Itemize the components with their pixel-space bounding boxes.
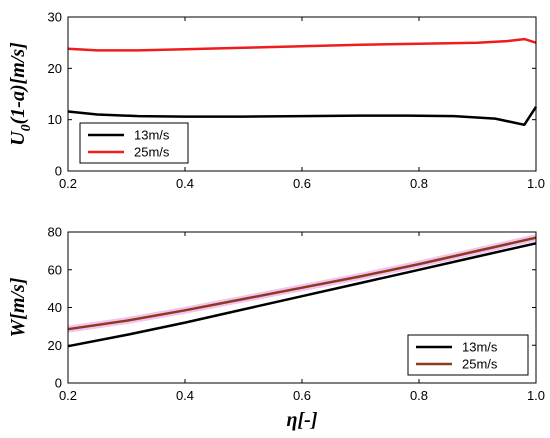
chart-panel-1: 0.2 0.4 0.6 0.8 1.0 0 10 20 30 U0(1-a)[m/s] 13m/s 2… [7,10,545,192]
series-line-25m/s [67,236,537,331]
y-tick-label: 0 [55,376,62,391]
legend-entry-label: 25m/s [134,145,170,160]
x-tick-label: 0.6 [293,388,311,403]
legend: 13m/s 25m/s [79,122,189,164]
y-tick-label: 60 [48,262,62,277]
y-tick-label: 10 [48,112,62,127]
x-tick-label: 1.0 [527,176,545,191]
x-tick-label: 0.8 [410,388,428,403]
y-axis-label: W[m/s] [7,277,29,337]
legend-entry-label: 13m/s [134,128,170,143]
x-tick-label: 0.8 [410,176,428,191]
x-tick-label: 0.6 [293,176,311,191]
y-tick-label: 30 [48,10,62,25]
series-line-13m/s [67,106,538,127]
x-tick-label: 0.2 [59,176,77,191]
y-tick-label: 40 [48,300,62,315]
y-tick-label: 0 [55,164,62,179]
legend-entry-label: 25m/s [462,357,498,372]
x-tick-label: 0.2 [59,388,77,403]
legend: 13m/s 25m/s [407,334,529,376]
chart-panel-2: 0.2 0.4 0.6 0.8 1.0 0 20 40 60 80 W[m/s] η[-] 13m/s 2… [7,225,545,432]
series-line-25m/s [67,37,537,52]
series-halo [67,234,537,333]
x-axis-label: η[-] [287,409,318,431]
series-line-13m/s [67,242,537,348]
legend-box [79,122,189,164]
x-tick-label: 1.0 [527,388,545,403]
y-tick-label: 20 [48,61,62,76]
legend-box [407,334,529,376]
x-tick-label: 0.4 [176,176,194,191]
y-axis-label: U0(1-a)[m/s] [7,42,34,146]
y-tick-label: 80 [48,225,62,240]
legend-entry-label: 13m/s [462,340,498,355]
x-tick-label: 0.4 [176,388,194,403]
y-tick-label: 20 [48,338,62,353]
